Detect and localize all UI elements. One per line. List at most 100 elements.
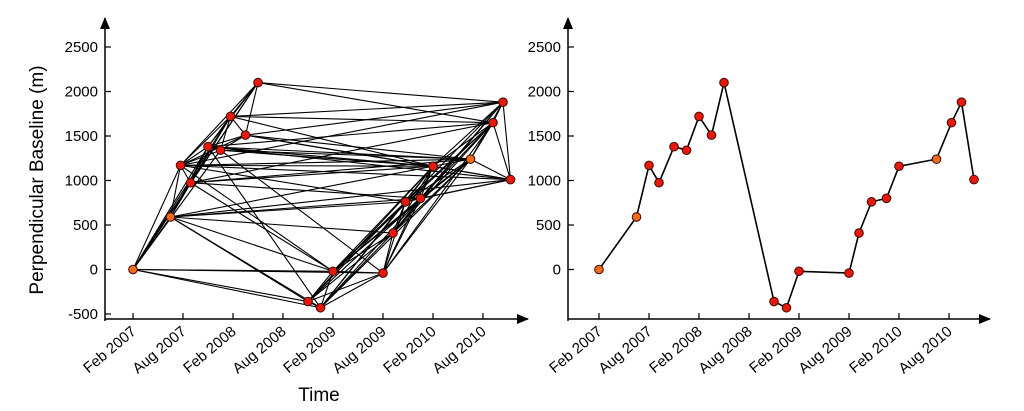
acquisition-point xyxy=(794,266,804,277)
acquisition-point xyxy=(644,160,654,171)
interferogram-edge xyxy=(432,101,504,167)
interferogram-edge xyxy=(470,158,511,181)
acquisition-point xyxy=(505,174,516,185)
acquisition-point xyxy=(719,77,729,88)
interferogram-edge xyxy=(420,179,511,199)
interferogram-edge xyxy=(132,149,221,270)
interferogram-edge xyxy=(332,270,384,274)
acquisition-point xyxy=(866,197,877,207)
interferogram-edge xyxy=(320,197,421,309)
interferogram-edge xyxy=(220,149,471,160)
interferogram-edge xyxy=(207,146,321,309)
acquisition-point xyxy=(706,130,717,140)
x-tick-label: Feb 2010 xyxy=(380,323,439,377)
y-tick-label: 0 xyxy=(553,262,561,279)
acquisition-point xyxy=(781,302,792,313)
interferogram-edge xyxy=(419,166,434,199)
timeline-points xyxy=(594,77,979,313)
x-tick-label: Feb 2007 xyxy=(546,323,605,377)
interferogram-edge xyxy=(180,164,406,203)
interferogram-edge xyxy=(190,182,421,199)
acquisition-point-reference xyxy=(594,264,604,275)
interferogram-edge xyxy=(420,101,504,199)
interferogram-edge xyxy=(502,102,512,180)
acquisition-point xyxy=(946,117,957,128)
interferogram-edge xyxy=(257,82,504,103)
interferogram-edge xyxy=(180,158,471,166)
x-tick-label: Aug 2007 xyxy=(129,323,189,377)
network-axes xyxy=(100,17,529,324)
interferogram-edge xyxy=(257,82,494,124)
interferogram-edge xyxy=(207,122,494,148)
interferogram-edge xyxy=(180,82,259,166)
interferogram-edge xyxy=(382,122,494,274)
y-axis-title: Perpendicular Baseline (m) xyxy=(27,65,48,294)
interferogram-edge xyxy=(170,197,421,218)
interferogram-edge xyxy=(207,146,511,181)
acquisition-point xyxy=(225,111,236,122)
acquisition-point xyxy=(769,296,779,307)
acquisition-point-reference xyxy=(931,154,942,164)
acquisition-point xyxy=(488,117,498,128)
y-tick-label: 0 xyxy=(90,262,98,279)
acquisition-point xyxy=(328,266,338,277)
interferogram-edge xyxy=(382,158,471,274)
x-tick-label: Aug 2008 xyxy=(229,323,289,377)
interferogram-edge xyxy=(405,165,434,203)
interferogram-edge xyxy=(132,165,182,270)
acquisition-point xyxy=(240,130,251,140)
acquisition-point xyxy=(654,177,664,188)
interferogram-edge xyxy=(230,101,504,117)
acquisition-point xyxy=(844,268,854,278)
acquisition-point xyxy=(203,141,213,152)
x-tick-label: Feb 2009 xyxy=(746,323,805,377)
interferogram-edge xyxy=(220,149,434,167)
timeline-line xyxy=(598,82,975,309)
y-tick-label: 1000 xyxy=(528,173,561,190)
y-tick-label: 500 xyxy=(73,217,98,234)
x-axis-title: Time xyxy=(298,385,340,406)
acquisition-point xyxy=(175,160,186,171)
interferogram-edge xyxy=(207,134,246,148)
interferogram-edge xyxy=(132,116,231,270)
acquisition-point xyxy=(388,228,398,238)
interferogram-edge xyxy=(230,115,434,167)
acquisition-point xyxy=(669,141,679,152)
x-tick-label: Feb 2010 xyxy=(846,323,905,377)
baseline-series-line xyxy=(598,82,975,309)
interferogram-edge xyxy=(190,158,471,184)
acquisition-point xyxy=(969,174,979,185)
timeline-y-ticks: 0 500 1000 1500 2000 2500 xyxy=(528,39,574,279)
interferogram-edge xyxy=(470,101,504,160)
interferogram-edge xyxy=(420,158,471,199)
interferogram-edge xyxy=(420,122,494,199)
x-tick-label: Aug 2010 xyxy=(895,323,955,377)
y-tick-label: 2000 xyxy=(528,84,561,101)
acquisition-point xyxy=(854,228,864,238)
x-tick-label: Aug 2009 xyxy=(329,323,389,377)
acquisition-point xyxy=(303,296,313,307)
interferogram-edge xyxy=(307,272,384,303)
acquisition-point xyxy=(881,193,892,204)
interferogram-edge xyxy=(170,216,321,309)
network-points xyxy=(128,77,516,313)
interferogram-edge xyxy=(432,165,511,181)
interferogram-edge xyxy=(180,101,504,166)
interferogram-edge xyxy=(319,271,334,308)
x-tick-label: Aug 2008 xyxy=(695,323,755,377)
acquisition-point xyxy=(415,193,426,204)
y-tick-label: 1500 xyxy=(528,128,561,145)
interferogram-edge xyxy=(132,268,321,309)
interferogram-edge xyxy=(245,134,471,160)
interferogram-edge xyxy=(332,232,394,272)
interferogram-edge xyxy=(220,134,246,151)
acquisition-point-reference xyxy=(165,212,176,222)
interferogram-edge xyxy=(245,101,504,136)
acquisition-point xyxy=(498,97,508,107)
x-tick-label: Aug 2010 xyxy=(429,323,489,377)
interferogram-edge xyxy=(432,122,494,167)
